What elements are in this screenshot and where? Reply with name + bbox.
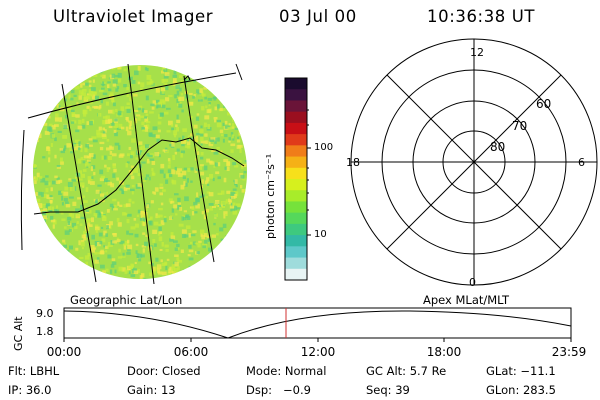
timeline-y-max: 9.0: [36, 307, 54, 320]
colorbar-cell: [285, 212, 307, 225]
info-glat: GLat: −11.1: [486, 364, 556, 378]
longitude-line: [127, 63, 155, 285]
longitude-line: [183, 75, 215, 263]
timeline-axis-label: GC Alt: [12, 316, 25, 351]
info-dsp: Dsp: −0.9: [246, 383, 311, 397]
longitude-line: [235, 63, 243, 81]
info-mode: Mode: Normal: [246, 364, 327, 378]
info-ip: IP: 36.0: [8, 383, 52, 397]
time-label: 10:36:38 UT: [427, 7, 536, 26]
info-gc-alt: GC Alt: 5.7 Re: [366, 364, 447, 378]
colorbar-cell: [285, 156, 307, 169]
timeline-x-label: 00:00: [46, 345, 82, 359]
colorbar-cell: [285, 257, 307, 270]
timeline-frame: [63, 307, 572, 339]
coastline: [33, 137, 245, 215]
mlt-label-0: 0: [469, 276, 476, 289]
colorbar-cell: [285, 190, 307, 203]
mlat-label-70: 70: [512, 119, 528, 133]
colorbar-cell: [285, 167, 307, 180]
mlat-label-60: 60: [536, 97, 552, 111]
info-door: Door: Closed: [127, 364, 201, 378]
info-glon: GLon: 283.5: [486, 383, 556, 397]
date-label: 03 Jul 00: [279, 7, 357, 26]
colorbar-cell: [285, 223, 307, 236]
auroral-image: [33, 65, 247, 279]
colorbar-cell: [285, 145, 307, 158]
longitude-line: [20, 129, 25, 251]
colorbar-cell: [285, 201, 307, 214]
colorbar-cell: [285, 89, 307, 102]
info-flt: Flt: LBHL: [8, 364, 60, 378]
colorbar-tick-100: 100: [314, 142, 334, 153]
colorbar-cell: [285, 78, 307, 90]
info-gain: Gain: 13: [127, 383, 176, 397]
colorbar-cell: [285, 100, 307, 113]
timeline-left-title: Geographic Lat/Lon: [70, 293, 183, 307]
mlt-label-6: 6: [578, 156, 585, 169]
colorbar-tick-10: 10: [314, 229, 327, 240]
timeline-x-label: 06:00: [173, 345, 209, 359]
mlt-line-diag: [386, 74, 562, 250]
info-seq: Seq: 39: [366, 383, 410, 397]
polar-plot: [350, 38, 598, 286]
timeline-x-label: 18:00: [426, 345, 462, 359]
colorbar-cell: [285, 246, 307, 259]
colorbar-cell: [285, 268, 307, 281]
colorbar-unit-label: photon cm⁻²s⁻¹: [264, 153, 277, 239]
longitude-line: [61, 83, 97, 283]
mlt-label-12: 12: [470, 46, 484, 59]
instrument-title: Ultraviolet Imager: [53, 7, 214, 26]
colorbar-cell: [285, 134, 307, 146]
colorbar-cell: [285, 179, 307, 191]
timeline-right-title: Apex MLat/MLT: [423, 293, 510, 307]
colorbar: [284, 77, 311, 281]
altitude-timeline: [63, 307, 572, 342]
colorbar-cell: [285, 122, 307, 135]
timeline-y-min: 1.8: [36, 325, 54, 338]
coastline: [183, 75, 191, 81]
timeline-x-label: 23:59: [551, 345, 587, 359]
timeline-x-label: 12:00: [300, 345, 336, 359]
colorbar-cell: [285, 235, 307, 247]
mlt-label-18: 18: [346, 156, 360, 169]
geographic-grid: [20, 63, 245, 285]
mlat-label-80: 80: [490, 140, 506, 154]
colorbar-cell: [285, 111, 307, 124]
altitude-curve: [63, 310, 572, 339]
latitude-line: [27, 72, 237, 119]
